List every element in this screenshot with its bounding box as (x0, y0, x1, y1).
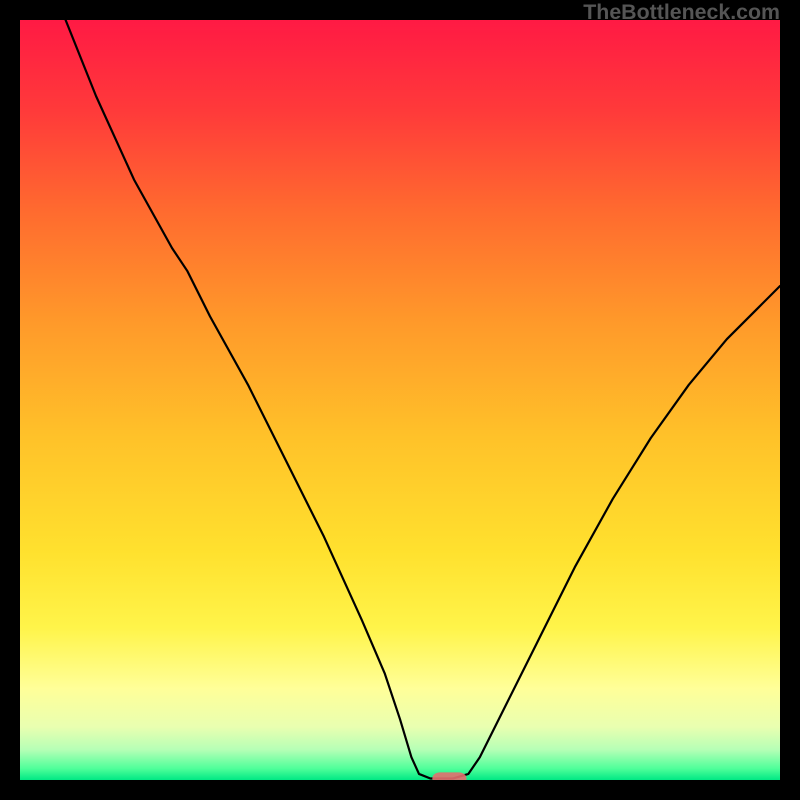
optimal-marker (432, 772, 466, 780)
watermark-text: TheBottleneck.com (583, 0, 780, 25)
gradient-background (20, 20, 780, 780)
chart-svg (20, 20, 780, 780)
chart-frame: TheBottleneck.com (0, 0, 800, 800)
